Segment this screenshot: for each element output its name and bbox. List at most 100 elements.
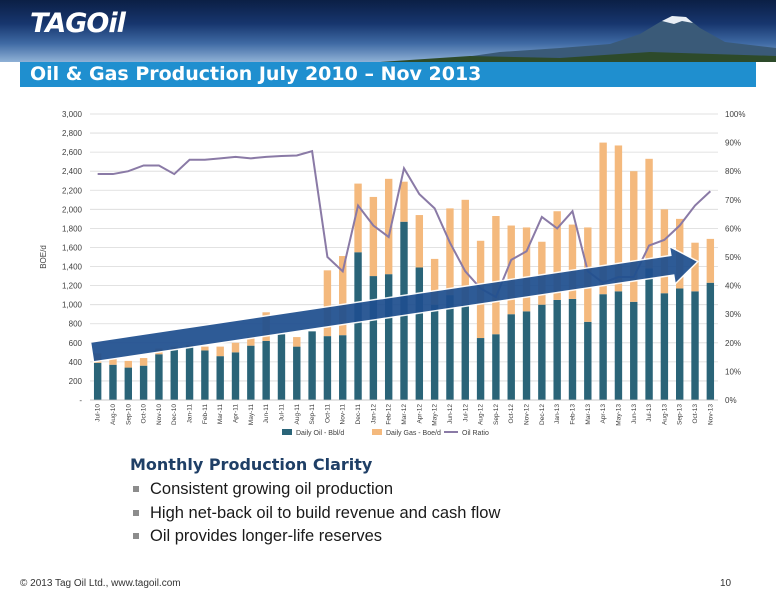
oil-bar — [339, 335, 347, 400]
gas-bar — [538, 241, 546, 305]
trend-arrow — [89, 245, 700, 363]
gas-bar — [231, 342, 240, 353]
gas-bar — [599, 142, 607, 295]
bullet-item: Oil provides longer-life reserves — [132, 526, 500, 550]
oil-bar — [354, 252, 362, 400]
gas-bar — [553, 211, 561, 300]
y-right-tick-label: 10% — [725, 367, 741, 376]
oil-bar — [262, 340, 270, 400]
bullet-text: Consistent growing oil production — [150, 480, 394, 498]
gas-bar — [492, 216, 500, 335]
y-left-tick-label: 2,200 — [62, 186, 83, 195]
x-tick-label: Jun-12 — [447, 404, 454, 424]
page-title: Oil & Gas Production July 2010 – Nov 201… — [30, 63, 482, 85]
oil-bar — [216, 356, 224, 400]
oil-bar — [660, 293, 669, 400]
oil-bar — [155, 354, 163, 400]
gas-bar — [124, 360, 132, 368]
chart-axes: - 200 400 600 800 1,000 1,200 1,400 1,600 1,800 2,… — [39, 110, 745, 426]
gas-bar — [400, 181, 408, 222]
x-tick-label: Nov-12 — [524, 404, 531, 425]
y-left-tick-label: 200 — [69, 377, 83, 386]
section-heading: Monthly Production Clarity — [130, 455, 373, 474]
x-tick-label: Dec-11 — [355, 404, 362, 425]
y-left-tick-label: 1,600 — [62, 243, 83, 252]
y-right-tick-label: 80% — [725, 167, 741, 176]
y-left-tick-label: 800 — [69, 320, 83, 329]
gas-bar — [415, 215, 424, 268]
x-tick-label: Aug-11 — [294, 404, 301, 425]
oil-bar — [277, 334, 286, 400]
gas-bar — [446, 208, 454, 296]
y-right-tick-label: 50% — [725, 253, 741, 262]
oil-bar — [645, 268, 653, 400]
bullet-item: Consistent growing oil production — [132, 479, 500, 503]
oil-bar — [384, 274, 393, 400]
legend-label: Daily Gas - Boe/d — [386, 430, 441, 437]
header-banner: TAGOil — [0, 0, 776, 62]
x-tick-label: Dec-12 — [539, 404, 546, 425]
x-tick-label: May-13 — [615, 404, 622, 426]
oil-bar — [201, 350, 209, 400]
y-right-tick-label: 60% — [725, 224, 741, 233]
y-left-tick-label: 1,200 — [62, 282, 83, 291]
x-tick-label: Apr-12 — [416, 404, 423, 424]
bullet-square-icon — [133, 509, 139, 516]
x-tick-label: Mar-11 — [217, 404, 224, 424]
x-tick-label: May-11 — [248, 404, 255, 426]
bullet-square-icon — [133, 533, 139, 539]
gas-bar — [139, 358, 148, 366]
gas-bar — [339, 256, 347, 336]
title-bar: Oil & Gas Production July 2010 – Nov 201… — [20, 62, 756, 87]
y-left-tick-label: - — [79, 396, 82, 405]
oil-bar — [568, 298, 577, 400]
oil-bar — [446, 295, 454, 400]
oil-bar — [93, 362, 102, 400]
oil-bar — [124, 367, 132, 400]
oil-bar — [630, 301, 638, 400]
oil-bar — [247, 345, 255, 400]
gas-bar — [691, 242, 699, 292]
x-tick-label: Aug-10 — [110, 404, 117, 425]
oil-bar — [170, 349, 178, 400]
oil-bar — [538, 304, 546, 400]
oil-bar — [614, 291, 623, 400]
x-tick-label: Jun-13 — [631, 404, 638, 424]
x-tick-label: Jul-11 — [278, 404, 285, 422]
gas-bar — [630, 171, 638, 302]
oil-bar — [676, 288, 684, 400]
x-tick-label: Oct-11 — [324, 404, 331, 423]
gas-bar — [660, 209, 669, 294]
legend-label: Oil Ratio — [462, 430, 489, 437]
x-tick-label: Sep-10 — [125, 404, 132, 425]
oil-bar — [415, 267, 424, 400]
oil-bar — [139, 365, 148, 400]
x-tick-label: Jan-11 — [187, 404, 194, 424]
gas-bar — [201, 346, 209, 351]
oil-bar — [476, 338, 485, 400]
gas-bar — [430, 258, 439, 305]
x-tick-label: Jul-12 — [462, 404, 469, 422]
gas-bar — [645, 158, 653, 269]
oil-bar — [507, 314, 515, 400]
y-left-tick-label: 2,600 — [62, 148, 83, 157]
x-tick-label: Jun-11 — [263, 404, 270, 424]
x-tick-label: Mar-13 — [585, 404, 592, 425]
x-tick-label: Nov-10 — [156, 404, 163, 425]
legend-gas-swatch — [372, 429, 382, 435]
oil-bar — [492, 334, 500, 400]
x-tick-label: Aug-12 — [478, 404, 485, 425]
x-tick-label: Dec-10 — [171, 404, 178, 425]
y-left-tick-label: 2,000 — [62, 205, 83, 214]
company-logo: TAGOil — [30, 8, 126, 39]
gas-bar — [109, 359, 117, 365]
oil-bar — [522, 311, 531, 400]
y-left-tick-label: 400 — [69, 358, 83, 367]
gas-bar — [247, 337, 255, 346]
mountain-landscape-image — [380, 16, 776, 62]
gas-bar — [293, 337, 301, 347]
x-tick-label: Jul-13 — [646, 404, 653, 422]
x-tick-label: Feb-11 — [202, 404, 209, 424]
x-tick-label: Jan-12 — [370, 404, 377, 424]
x-tick-label: Oct-10 — [141, 404, 148, 424]
